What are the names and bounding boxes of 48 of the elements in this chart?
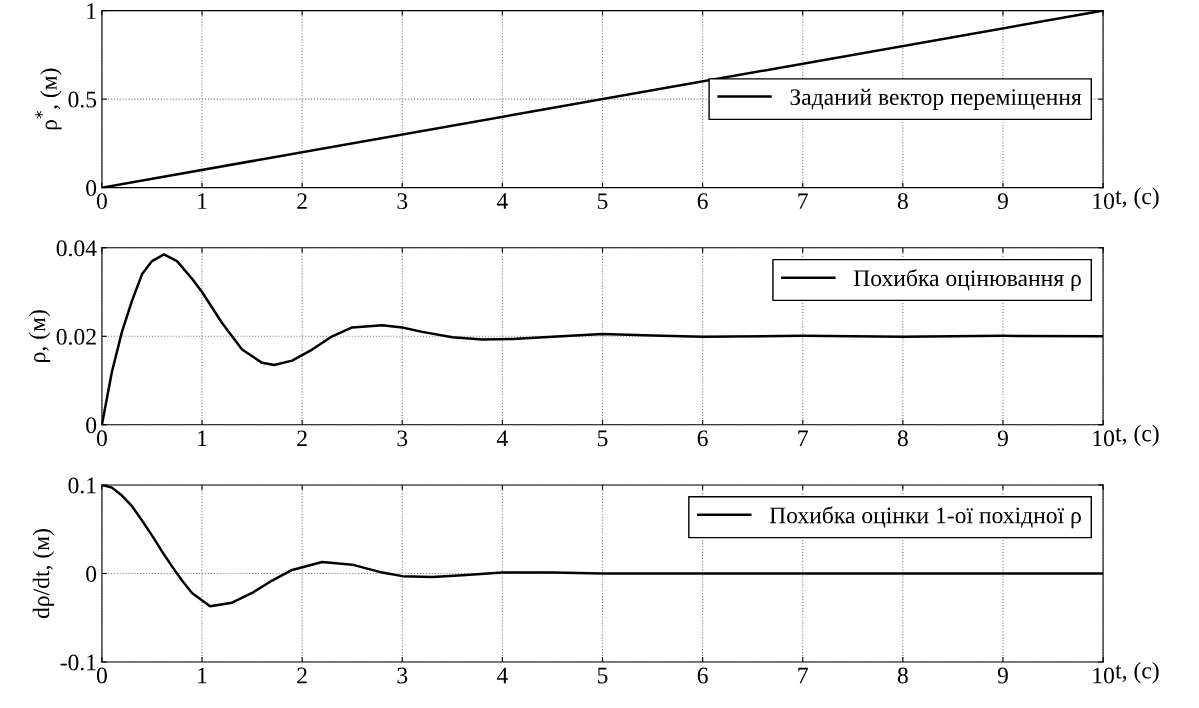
x-tick-label: 4 — [496, 193, 508, 209]
x-tick-label: 3 — [397, 430, 408, 447]
x-tick-label: 4 — [496, 667, 508, 684]
y-axis-title: ρ$^{*}$, (м) — [35, 68, 62, 130]
x-tick-label: 8 — [897, 430, 908, 447]
y-axis-title: dρ/dt, (м) — [32, 529, 55, 619]
y-tick-label: 0 — [86, 417, 97, 434]
x-tick-label: 8 — [897, 667, 908, 684]
y-tick-label: 0.02 — [56, 328, 96, 345]
x-tick-label: 1 — [198, 193, 207, 209]
x-tick-label: 5 — [597, 430, 608, 447]
x-tick-label: 1 — [198, 430, 207, 447]
x-tick-label: 3 — [397, 667, 408, 684]
x-tick-label: 2 — [297, 430, 307, 447]
x-tick-label: 9 — [997, 430, 1008, 447]
legend-label: Похибка оцінювання ρ — [853, 269, 1081, 291]
y-tick-label: -0.1 — [60, 654, 96, 671]
x-tick-label: 9 — [997, 667, 1008, 684]
x-tick-label: 2 — [297, 193, 307, 209]
x-tick-label: 7 — [798, 430, 808, 447]
x-tick-label: 10 — [1093, 430, 1114, 447]
y-tick-label: 0.5 — [68, 91, 97, 108]
y-tick-label: 1 — [87, 3, 96, 19]
x-tick-label: 8 — [897, 193, 908, 210]
x-tick-label: 7 — [798, 193, 808, 209]
legend-label: Похибка оцінки 1-ої похідної ρ — [769, 506, 1081, 529]
x-tick-label: 3 — [397, 193, 408, 210]
x-tick-label: 5 — [597, 193, 608, 210]
x-tick-label: 10 — [1093, 667, 1114, 684]
legend-label: Заданий вектор переміщення — [790, 88, 1082, 110]
x-axis-title: t, (с) — [1115, 187, 1159, 210]
x-axis-title: t, (с) — [1115, 661, 1159, 684]
x-tick-label: 6 — [697, 667, 708, 684]
x-tick-label: 6 — [697, 430, 708, 447]
x-tick-label: 10 — [1093, 193, 1114, 210]
y-axis-title: ρ, (м) — [28, 310, 51, 362]
x-tick-label: 5 — [597, 667, 608, 684]
y-tick-label: 0 — [86, 565, 97, 582]
x-tick-label: 6 — [697, 193, 708, 210]
y-tick-label: 0.1 — [68, 477, 96, 494]
y-tick-label: 0 — [86, 180, 97, 197]
x-tick-label: 4 — [496, 430, 508, 447]
y-tick-label: 0.04 — [56, 240, 97, 257]
x-tick-label: 1 — [198, 667, 207, 684]
x-tick-label: 9 — [997, 193, 1008, 210]
x-tick-label: 7 — [798, 667, 808, 684]
x-axis-title: t, (с) — [1115, 424, 1159, 447]
x-tick-label: 2 — [297, 667, 307, 684]
